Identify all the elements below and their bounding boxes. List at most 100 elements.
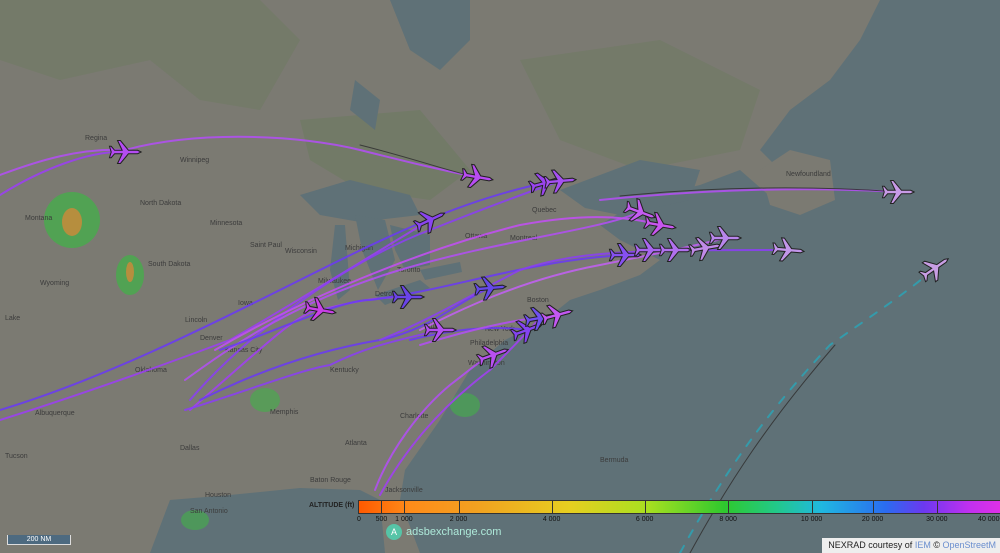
city-label: Philadelphia (470, 340, 508, 347)
legend-tick (728, 501, 730, 513)
flight-trail (184, 329, 441, 411)
legend-title: ALTITUDE (ft) (309, 502, 355, 509)
legend-tick-label: 4 000 (542, 516, 561, 523)
flight-trail (219, 254, 626, 351)
city-label: Toronto (397, 267, 420, 274)
aircraft-icon[interactable] (771, 237, 806, 263)
city-label: Tucson (5, 453, 28, 460)
flight-trail (379, 317, 541, 496)
legend-tick-label: 6 000 (635, 516, 654, 523)
aircraft-icon[interactable] (302, 296, 338, 324)
flight-trail (409, 327, 528, 341)
city-label: Denver (200, 335, 223, 342)
aircraft-icon[interactable] (881, 179, 916, 205)
aircraft-icon[interactable] (539, 300, 576, 330)
aircraft-icon[interactable] (411, 203, 449, 237)
aircraft-icon[interactable] (473, 275, 508, 301)
aircraft-icon[interactable] (522, 304, 558, 332)
iem-link[interactable]: IEM (914, 540, 931, 550)
city-label: Houston (205, 492, 231, 499)
flight-trail (214, 216, 661, 351)
city-label: Iowa (238, 300, 253, 307)
radar-precipitation (44, 192, 480, 530)
city-label: Oklahoma (135, 367, 167, 374)
legend-tick (551, 501, 553, 513)
aircraft-icon[interactable] (642, 211, 678, 239)
city-label: San Antonio (190, 508, 228, 515)
aircraft-icon[interactable] (391, 284, 426, 310)
city-label: Baton Rouge (310, 477, 351, 484)
city-label: South Dakota (148, 261, 191, 268)
aircraft-icon[interactable] (423, 317, 458, 343)
city-label: Wyoming (40, 280, 69, 287)
legend-tick (936, 501, 938, 513)
city-label: New York (485, 326, 515, 333)
city-label: Lincoln (185, 317, 207, 324)
legend-tick-label: 8 000 (719, 516, 737, 523)
city-label: Jacksonville (385, 487, 423, 494)
flight-trail (374, 354, 494, 491)
flight-trail (0, 219, 431, 421)
city-label: Detroit (375, 291, 396, 298)
flight-trail (689, 344, 836, 553)
city-label: Winnipeg (180, 157, 209, 164)
legend-tick-label: 10 000 (800, 516, 823, 523)
aircraft-icon[interactable] (108, 139, 143, 165)
city-label: Montreal (510, 235, 538, 242)
city-label: Kansas City (225, 347, 263, 354)
city-label: Dallas (180, 445, 200, 452)
legend-tick-label: 40 000+ (978, 516, 1000, 523)
legend-tick-label: 30 000 (926, 516, 948, 523)
legend-tick (644, 501, 646, 513)
city-label: Albuquerque (35, 410, 75, 417)
map-attribution: NEXRAD courtesy of IEM © OpenStreetM (822, 538, 1000, 553)
newfoundland-island (760, 150, 835, 215)
flight-trail (599, 188, 899, 201)
aircraft-icon[interactable] (508, 314, 546, 346)
aircraft-icon[interactable] (543, 168, 578, 194)
openstreetmap-link[interactable]: OpenStreetM (942, 540, 996, 550)
legend-tick-label: 20 000 (861, 516, 884, 523)
legend-tick (403, 501, 405, 513)
aircraft-layer (108, 139, 955, 371)
legend-tick-label: 0 (357, 516, 361, 523)
aircraft-icon[interactable] (687, 234, 723, 262)
flight-trails (0, 135, 936, 553)
flight-trail (0, 135, 478, 178)
aircraft-icon[interactable] (916, 249, 955, 286)
city-label: Wisconsin (285, 248, 317, 255)
legend-tick-label: 2 000 (449, 516, 468, 523)
city-label: Saint Paul (250, 242, 282, 249)
city-label: Minnesota (210, 220, 242, 227)
legend-tick (458, 501, 460, 513)
flight-trail (189, 180, 561, 401)
aircraft-icon[interactable] (459, 163, 495, 191)
city-label: Quebec (532, 207, 557, 214)
scale-bar: 200 NM (7, 535, 71, 545)
city-label: Kentucky (330, 367, 359, 374)
aircraft-icon[interactable] (708, 225, 743, 251)
aircraft-icon[interactable] (658, 237, 693, 263)
brand-text: adsbexchange.com (406, 526, 502, 538)
legend-tick (872, 501, 874, 513)
aircraft-icon[interactable] (608, 242, 643, 268)
aircraft-icon[interactable] (527, 168, 564, 198)
city-label: Memphis (270, 409, 299, 416)
legend-tick-label: 1 000 (395, 516, 413, 523)
aircraft-icon[interactable] (621, 196, 659, 228)
city-label: Bermuda (600, 457, 629, 464)
city-label: Ohio (425, 323, 440, 330)
attribution-prefix: NEXRAD courtesy of (828, 540, 915, 550)
water-bodies (150, 0, 1000, 553)
aircraft-icon[interactable] (633, 237, 668, 263)
city-label: Washington (468, 360, 505, 367)
city-label: Boston (527, 297, 549, 304)
forest-areas (0, 0, 760, 200)
aircraft-icon[interactable] (474, 339, 512, 371)
city-label: Newfoundland (786, 171, 831, 178)
attribution-copy: © (930, 540, 943, 550)
city-label: Lake (5, 315, 20, 322)
city-label: North Dakota (140, 200, 181, 207)
legend-tick (811, 501, 813, 513)
